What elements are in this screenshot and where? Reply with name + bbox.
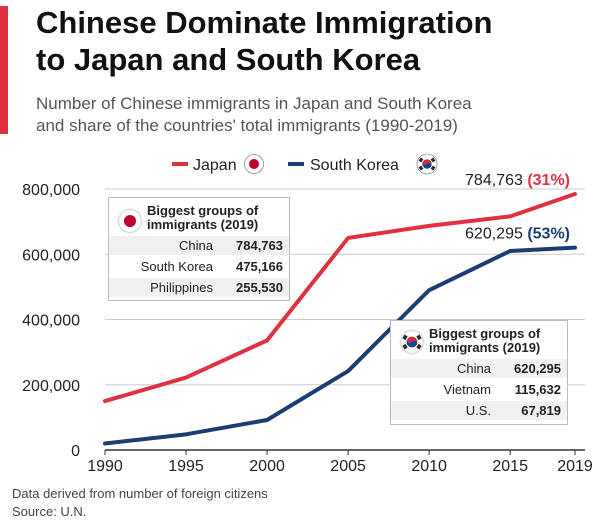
legend: Japan South Korea [172,153,438,175]
x-tick-label: 1995 [168,458,204,475]
korea-box-title-line-2: immigrants (2019) [429,340,541,355]
x-tick-label: 2015 [492,458,528,475]
x-tick-label: 1990 [87,458,123,475]
korea-box-row: Vietnam 115,632 [391,380,567,399]
immigrant-count: 67,819 [521,403,561,418]
immigrant-count: 255,530 [236,280,283,295]
korea-box-row: China 620,295 [391,359,567,378]
korea-box-title-line-1: Biggest groups of [429,326,541,341]
series-layer [103,191,577,446]
x-tick-label: 2010 [411,458,447,475]
japan-flag-icon [119,210,141,232]
country-name: China [179,238,213,253]
end-labels: 784,763 (31%) 620,295 (53%) [465,172,570,243]
south-korea-flag-icon [416,153,438,175]
country-name: U.S. [465,403,491,418]
footer: Data derived from number of foreign citi… [12,485,268,521]
south-korea-flag-icon [401,331,423,353]
axis-layer: 0 200,000 400,000 600,000 800,000 1990 1995 200… [22,182,593,475]
japan-flag-icon [244,154,264,174]
x-tick-label: 2005 [330,458,366,475]
y-tick-label: 800,000 [22,182,80,199]
immigrant-count: 620,295 [514,361,561,376]
x-tick-label: 2019 [557,458,593,475]
accent-bar [0,6,8,134]
y-tick-label: 400,000 [22,313,80,330]
japan-box-row: South Korea 475,166 [109,257,289,276]
country-name: Vietnam [443,382,491,397]
end-value: 784,763 [465,172,527,189]
chart-subtitle-line-1: Number of Chinese immigrants in Japan an… [36,94,472,113]
end-value: 620,295 [465,226,527,243]
immigrant-count: 115,632 [514,382,561,397]
korea-groups-box: Biggest groups of immigrants (2019) Chin… [390,320,568,425]
country-name: Philippines [150,280,213,295]
korea-box-row: U.S. 67,819 [391,401,567,420]
japan-box-title-line-2: immigrants (2019) [147,217,259,232]
source-note: Source: U.N. [12,504,87,519]
end-share: (53%) [527,226,570,243]
end-share: (31%) [527,172,570,189]
legend-label-japan: Japan [193,157,237,174]
korea-box-title: Biggest groups of immigrants (2019) [429,327,540,355]
japan-box-row: China 784,763 [109,236,289,255]
japan-box-row: Philippines 255,530 [109,278,289,297]
japan-box-title-line-1: Biggest groups of [147,203,259,218]
south-korea-end-label: 620,295 (53%) [465,226,570,243]
chart-subtitle-line-2: and share of the countries' total immigr… [36,116,458,135]
japan-box-title: Biggest groups of immigrants (2019) [147,204,258,232]
footnote: Data derived from number of foreign citi… [12,486,268,501]
chart-subtitle: Number of Chinese immigrants in Japan an… [36,93,472,137]
flag-symbol [418,155,437,174]
y-tick-label: 600,000 [22,247,80,264]
country-name: China [457,361,491,376]
y-tick-label: 0 [71,443,80,460]
chart-title-line-2: to Japan and South Korea [36,42,421,77]
y-tick-label: 200,000 [22,378,80,395]
flag-disc [249,159,259,169]
chart-title-line-1: Chinese Dominate Immigration [36,5,493,40]
immigrant-count: 784,763 [236,238,283,253]
x-tick-label: 2000 [249,458,285,475]
flag-outline [416,153,438,175]
japan-end-label: 784,763 (31%) [465,172,570,189]
legend-label-south-korea: South Korea [310,157,399,174]
country-name: South Korea [140,259,213,274]
immigrant-count: 475,166 [236,259,283,274]
japan-groups-box: Biggest groups of immigrants (2019) Chin… [108,197,290,301]
chart-title: Chinese Dominate Immigration to Japan an… [36,4,492,78]
